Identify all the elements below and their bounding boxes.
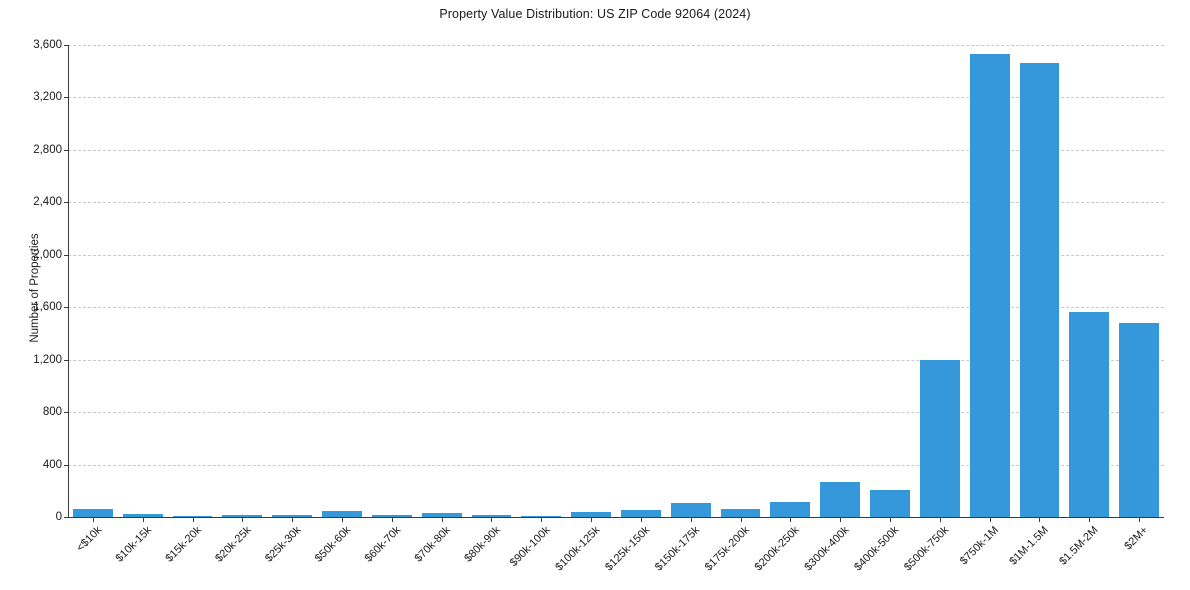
- bar[interactable]: [521, 516, 562, 518]
- x-tick-mark: [890, 517, 891, 522]
- bar[interactable]: [172, 516, 213, 518]
- bar[interactable]: [222, 514, 263, 518]
- bar[interactable]: [620, 510, 661, 518]
- gridline: [68, 254, 1164, 256]
- x-tick-mark: [1139, 517, 1141, 522]
- bar[interactable]: [322, 510, 362, 518]
- bar[interactable]: [1019, 63, 1060, 518]
- bar[interactable]: [272, 515, 313, 518]
- y-tick-mark: [64, 97, 68, 99]
- bar[interactable]: [969, 53, 1010, 518]
- bar[interactable]: [720, 509, 761, 518]
- x-tick-mark: [242, 517, 244, 522]
- y-tick-label: 2,800: [33, 143, 62, 156]
- y-tick-mark: [64, 412, 68, 414]
- bar[interactable]: [670, 503, 711, 518]
- x-tick-mark: [591, 517, 593, 522]
- x-tick-mark: [840, 517, 842, 522]
- gridline: [68, 307, 1164, 309]
- bar[interactable]: [122, 514, 163, 518]
- bar[interactable]: [1069, 311, 1110, 518]
- y-tick-mark: [64, 202, 68, 204]
- x-tick-mark: [292, 517, 294, 522]
- y-tick-mark: [64, 359, 68, 361]
- x-axis-spine: [68, 517, 1164, 519]
- bar[interactable]: [72, 509, 113, 518]
- bar[interactable]: [870, 489, 910, 518]
- y-tick-mark: [64, 254, 68, 256]
- bar[interactable]: [371, 514, 412, 518]
- y-tick-mark: [64, 44, 68, 46]
- bar[interactable]: [421, 512, 462, 518]
- y-tick-mark: [64, 149, 68, 151]
- x-tick-mark: [690, 517, 692, 522]
- gridline: [68, 464, 1164, 466]
- x-tick-mark: [192, 517, 194, 522]
- bar[interactable]: [1119, 323, 1159, 518]
- y-tick-label: 3,200: [33, 91, 62, 104]
- bar[interactable]: [471, 514, 512, 518]
- y-tick-label: 3,600: [33, 38, 62, 51]
- x-tick-mark: [640, 517, 642, 522]
- gridline: [68, 97, 1164, 99]
- chart-title: Property Value Distribution: US ZIP Code…: [439, 7, 751, 21]
- bar[interactable]: [919, 360, 960, 518]
- bar[interactable]: [571, 512, 611, 518]
- x-tick-mark: [939, 517, 941, 522]
- y-tick-label: 2,000: [33, 248, 62, 261]
- plot-area: [68, 44, 1164, 518]
- x-tick-mark: [989, 517, 991, 522]
- y-tick-label: 800: [42, 406, 62, 419]
- x-tick-mark: [491, 517, 493, 522]
- x-tick-mark: [142, 517, 144, 522]
- gridline: [68, 359, 1164, 361]
- y-tick-label: 0: [55, 511, 62, 524]
- gridline: [68, 149, 1164, 151]
- y-tick-mark: [64, 464, 68, 466]
- y-tick-mark: [64, 307, 68, 309]
- x-tick-mark: [1039, 517, 1041, 522]
- x-tick-mark: [541, 517, 543, 522]
- y-tick-label: 1,200: [33, 353, 62, 366]
- x-tick-mark: [391, 517, 393, 522]
- y-tick-label: 400: [42, 458, 62, 471]
- gridline: [68, 44, 1164, 46]
- gridline: [68, 202, 1164, 204]
- gridline: [68, 412, 1164, 414]
- bar[interactable]: [770, 501, 811, 518]
- x-tick-mark: [790, 517, 792, 522]
- y-axis-spine: [68, 44, 69, 518]
- x-tick-mark: [92, 517, 94, 522]
- x-tick-mark: [441, 517, 443, 522]
- x-tick-mark: [1089, 517, 1091, 522]
- x-tick-mark: [342, 517, 343, 522]
- y-tick-mark: [64, 517, 68, 519]
- x-tick-mark: [740, 517, 742, 522]
- y-tick-label: 1,600: [33, 301, 62, 314]
- bar[interactable]: [820, 482, 861, 518]
- y-tick-label: 2,400: [33, 196, 62, 209]
